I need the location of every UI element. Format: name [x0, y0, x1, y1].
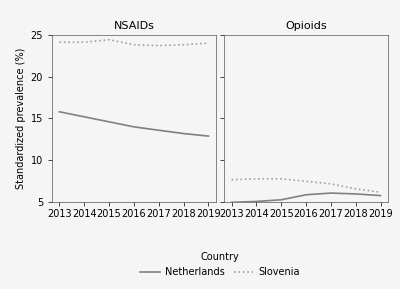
- Y-axis label: Standardized prevalence (%): Standardized prevalence (%): [16, 48, 26, 189]
- Title: NSAIDs: NSAIDs: [114, 21, 154, 31]
- Title: Opioids: Opioids: [285, 21, 327, 31]
- Legend: Netherlands, Slovenia: Netherlands, Slovenia: [136, 249, 304, 281]
